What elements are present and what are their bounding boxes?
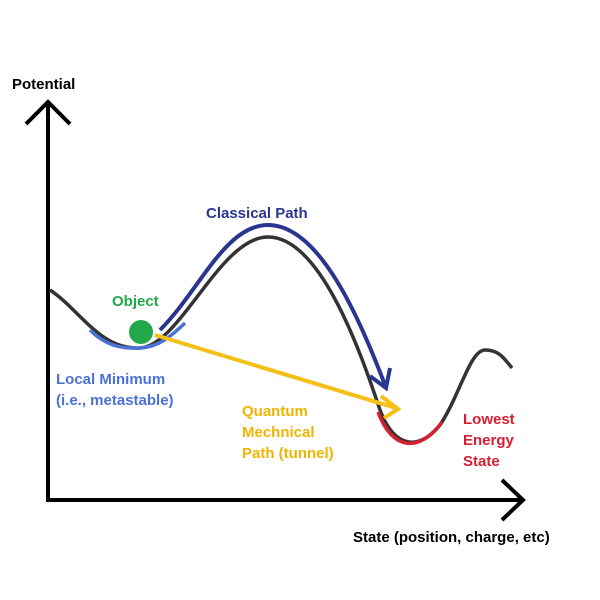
label-line: Lowest xyxy=(463,411,515,428)
classical-path-label: Classical Path xyxy=(206,205,308,222)
label-line: Quantum xyxy=(242,403,308,420)
x-arrowhead xyxy=(500,478,526,522)
label-line: Mechnical xyxy=(242,424,315,441)
label-line: Local Minimum xyxy=(56,371,165,388)
object-label: Object xyxy=(112,293,159,310)
label-line: Path (tunnel) xyxy=(242,445,334,462)
y-arrowhead xyxy=(24,99,72,126)
y-axis-label: Potential xyxy=(12,76,75,93)
lowest-energy-segment xyxy=(376,411,444,446)
label-line: State xyxy=(463,453,500,470)
lowest-energy-label: Lowest Energy State xyxy=(463,411,519,470)
classical-arrowhead xyxy=(368,367,392,392)
label-line: (i.e., metastable) xyxy=(56,392,174,409)
local-minimum-label: Local Minimum (i.e., metastable) xyxy=(56,371,174,409)
quantum-path xyxy=(154,333,397,410)
local-minimum-segment xyxy=(88,321,187,350)
object-ball xyxy=(129,320,153,344)
quantum-path-label: Quantum Mechnical Path (tunnel) xyxy=(242,403,334,462)
classical-path xyxy=(158,222,387,386)
quantum-arrowhead xyxy=(379,394,402,420)
x-axis-label: State (position, charge, etc) xyxy=(353,529,550,546)
label-line: Energy xyxy=(463,432,515,449)
